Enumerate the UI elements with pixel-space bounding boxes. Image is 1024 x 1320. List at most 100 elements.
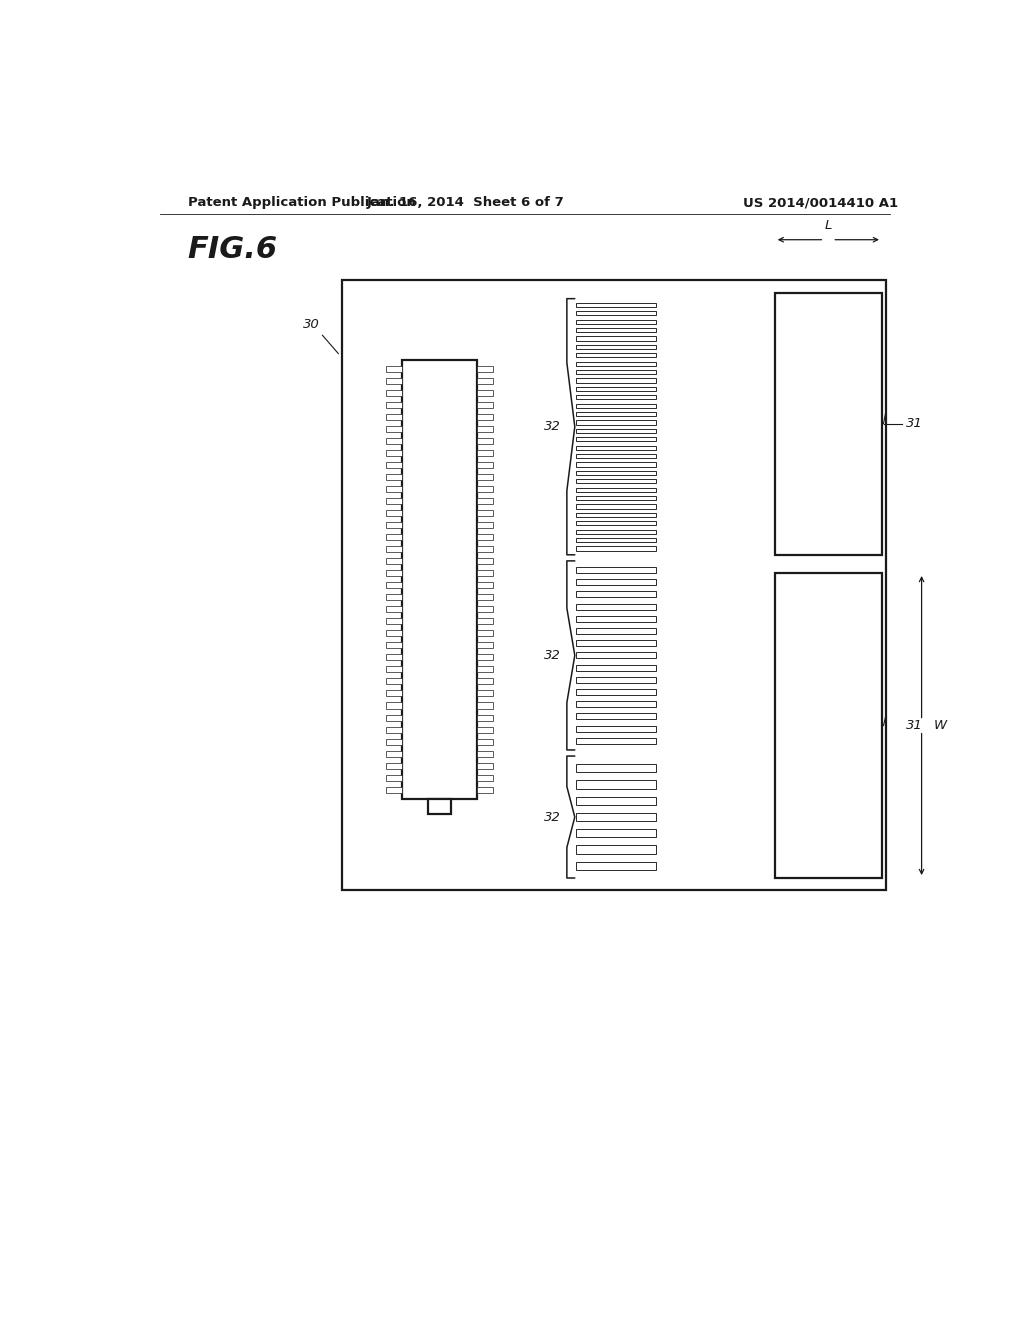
Bar [477,714,494,721]
Bar [386,570,401,577]
Bar [577,846,655,854]
Bar [577,487,655,492]
Bar [577,302,655,308]
Bar [477,690,494,697]
Bar [577,504,655,508]
Bar [577,529,655,533]
Bar [577,521,655,525]
Bar [477,510,494,516]
Bar [577,337,655,341]
Bar [386,378,401,384]
Bar [386,401,401,408]
Bar [577,312,655,315]
Bar [577,421,655,425]
Text: 30: 30 [303,318,321,331]
Bar [577,370,655,375]
Bar [386,655,401,660]
Bar [477,570,494,577]
Bar [577,813,655,821]
Bar [577,628,655,634]
Bar [577,387,655,391]
Bar [577,701,655,708]
Bar [386,631,401,636]
Bar [386,678,401,685]
Bar [428,799,451,814]
Bar [477,535,494,540]
Bar [477,775,494,780]
Bar [577,379,655,383]
Text: US 2014/0014410 A1: US 2014/0014410 A1 [743,195,898,209]
Bar [386,594,401,601]
Bar [477,413,494,420]
Bar [386,498,401,504]
Text: Jan. 16, 2014  Sheet 6 of 7: Jan. 16, 2014 Sheet 6 of 7 [367,195,564,209]
Text: 31: 31 [905,719,923,733]
Bar [477,462,494,467]
Text: 32: 32 [544,420,560,433]
Bar [386,763,401,768]
Bar [386,690,401,697]
Bar [386,643,401,648]
Bar [577,568,655,573]
Bar [477,438,494,444]
Bar [386,521,401,528]
Bar [386,558,401,564]
Bar [477,678,494,685]
Bar [577,726,655,731]
Bar [577,677,655,682]
Bar [342,280,886,890]
Bar [577,446,655,450]
Bar [577,462,655,466]
Bar [477,521,494,528]
Bar [386,389,401,396]
Bar [477,667,494,672]
Bar [577,496,655,500]
Bar [577,780,655,788]
Bar [577,615,655,622]
Text: 31: 31 [905,417,923,430]
Bar [386,582,401,589]
Bar [386,413,401,420]
Bar [386,606,401,612]
Bar [477,450,494,455]
Bar [386,450,401,455]
Bar [577,345,655,348]
Bar [577,354,655,358]
Text: 32: 32 [544,649,560,661]
Bar [386,486,401,492]
Bar [577,640,655,647]
Bar [477,498,494,504]
Bar [477,655,494,660]
Bar [477,751,494,756]
Bar [477,474,494,480]
Bar [386,787,401,793]
Bar [386,775,401,780]
Bar [477,486,494,492]
Bar [577,603,655,610]
Bar [386,474,401,480]
Bar [477,739,494,744]
Bar [477,606,494,612]
Bar [477,763,494,768]
Bar [386,702,401,709]
Bar [577,664,655,671]
Bar [386,714,401,721]
Bar [577,591,655,598]
Bar [577,579,655,585]
Bar [477,546,494,552]
Bar [477,366,494,372]
Bar [775,573,882,878]
Bar [477,631,494,636]
Bar [401,359,477,799]
Bar [477,426,494,432]
Bar [577,689,655,696]
Bar [577,546,655,550]
Bar [577,479,655,483]
Bar [577,395,655,400]
Bar [386,462,401,467]
Bar [577,764,655,772]
Bar [386,618,401,624]
Bar [477,558,494,564]
Bar [577,738,655,744]
Bar [577,404,655,408]
